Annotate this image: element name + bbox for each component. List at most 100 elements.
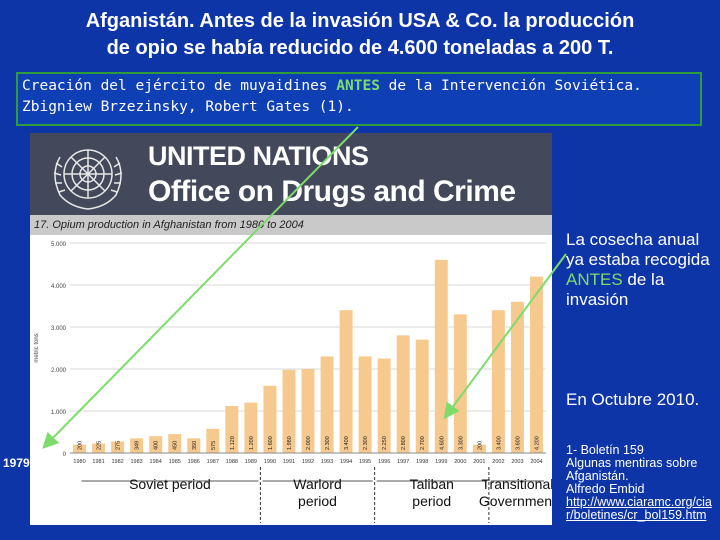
bar-value-label: 2.700 xyxy=(420,436,426,450)
bar xyxy=(282,369,296,453)
x-tick-label: 1998 xyxy=(416,459,428,465)
bar-value-label: 4.600 xyxy=(439,436,445,450)
note-accent: ANTES xyxy=(336,78,380,94)
x-tick-label: 2003 xyxy=(511,459,523,465)
bar xyxy=(396,335,410,453)
x-tick-label: 1989 xyxy=(245,459,257,465)
period-label-line1: Transitional xyxy=(482,476,552,492)
bar-value-label: 200 xyxy=(78,441,84,450)
note-line1-a: Creación del ejército de muyaidines xyxy=(22,78,337,94)
bar xyxy=(73,444,86,453)
bar-value-label: 2.300 xyxy=(325,436,331,450)
period-label-line2: Government xyxy=(479,493,552,509)
y-tick-label: 4.000 xyxy=(51,284,67,290)
y-tick-label: 3.000 xyxy=(51,326,67,332)
bar-value-label: 3.300 xyxy=(458,436,464,450)
bar xyxy=(530,276,543,453)
bar-value-label: 275 xyxy=(116,441,122,450)
right-annotation-part2: de la invasión xyxy=(566,270,665,309)
x-tick-label: 1980 xyxy=(73,459,85,465)
bar-value-label: 2.250 xyxy=(382,436,388,450)
x-tick-label: 1993 xyxy=(321,459,333,465)
arrow-to-2001 xyxy=(443,253,567,420)
reference-line1: 1- Boletín 159 xyxy=(566,443,644,457)
reference-link[interactable]: http://www.ciaramc.org/ciar/boletines/cr… xyxy=(566,495,712,522)
bar xyxy=(149,436,163,453)
bar xyxy=(339,310,353,453)
bar xyxy=(263,385,277,453)
right-annotation-accent: ANTES xyxy=(566,270,623,289)
bar-value-label: 450 xyxy=(173,441,179,450)
x-tick-label: 2002 xyxy=(492,459,504,465)
x-tick-label: 1995 xyxy=(359,459,371,465)
un-emblem-icon xyxy=(53,149,123,210)
bar xyxy=(491,310,505,453)
year-1979-label: 1979 xyxy=(3,456,30,470)
period-label: Soviet period xyxy=(129,476,211,492)
bar xyxy=(301,369,315,453)
bar-value-label: 350 xyxy=(192,441,198,450)
x-tick-label: 2001 xyxy=(473,459,485,465)
bar-value-label: 1.600 xyxy=(268,436,274,450)
x-tick-label: 1983 xyxy=(131,459,143,465)
un-name: UNITED NATIONS xyxy=(148,141,369,171)
y-axis-label: metric tons xyxy=(34,333,40,362)
bar-value-label: 3.600 xyxy=(515,436,521,450)
bar xyxy=(358,356,372,453)
bar-value-label: 225 xyxy=(97,441,103,450)
reference-line3: Alfredo Embid xyxy=(566,482,645,496)
bar xyxy=(510,301,524,453)
bar xyxy=(92,443,106,453)
note-line2: Zbigniew Brzezinsky, Robert Gates (1). xyxy=(22,99,354,115)
y-tick-label: 1.000 xyxy=(51,410,67,416)
bar xyxy=(415,339,429,453)
x-tick-label: 1985 xyxy=(169,459,181,465)
slide-title: Afganistán. Antes de la invasión USA & C… xyxy=(0,8,720,62)
x-tick-label: 1997 xyxy=(397,459,409,465)
bar xyxy=(244,402,258,453)
bar-value-label: 2.000 xyxy=(306,436,312,450)
y-tick-label: 2.000 xyxy=(51,368,67,374)
x-tick-label: 2004 xyxy=(530,459,542,465)
bar-value-label: 575 xyxy=(211,441,217,450)
bar-value-label: 349 xyxy=(135,441,141,450)
bar-value-label: 3.400 xyxy=(344,436,350,450)
bar xyxy=(130,438,144,453)
x-tick-label: 1991 xyxy=(283,459,295,465)
slide-title-line2: de opio se había reducido de 4.600 tonel… xyxy=(106,37,614,59)
period-label-line1: Taliban xyxy=(410,476,454,492)
un-office: Office on Drugs and Crime xyxy=(148,175,516,208)
period-label-line2: period xyxy=(412,493,451,509)
x-tick-label: 1986 xyxy=(188,459,200,465)
right-annotation-part1: La cosecha anual ya estaba recogida xyxy=(566,230,710,269)
date-annotation: En Octubre 2010. xyxy=(566,390,700,409)
bar xyxy=(187,438,201,453)
x-tick-label: 1981 xyxy=(92,459,104,465)
x-tick-label: 1984 xyxy=(150,459,162,465)
bar-value-label: 2.800 xyxy=(401,436,407,450)
opium-bar-chart: 0 1.000 2.000 3.000 4.000 5.000 metric tons 200… xyxy=(34,242,552,523)
bar-value-label: 1.200 xyxy=(249,436,255,450)
bar xyxy=(206,428,220,453)
un-header: UNITED NATIONS Office on Drugs and Crime xyxy=(30,133,552,215)
y-tick-label: 0 xyxy=(63,452,67,458)
x-tick-label: 1992 xyxy=(302,459,314,465)
bar-value-label: 2.300 xyxy=(363,436,369,450)
reference-line2: Algunas mentiras sobre Afganistán. xyxy=(566,456,698,483)
x-tick-label: 2000 xyxy=(454,459,466,465)
bar xyxy=(111,441,125,453)
x-tick-label: 1987 xyxy=(207,459,219,465)
y-tick-label: 5.000 xyxy=(51,242,67,248)
bar-value-label: 400 xyxy=(154,441,160,450)
period-label-line1: Warlord xyxy=(293,476,342,492)
x-tick-label: 1988 xyxy=(226,459,238,465)
note-box: Creación del ejército de muyaidines ANTE… xyxy=(16,72,702,126)
figure-title: 17. Opium production in Afghanistan from… xyxy=(30,215,552,235)
x-tick-label: 1999 xyxy=(435,459,447,465)
x-tick-label: 1996 xyxy=(378,459,390,465)
bar-value-label: 1.980 xyxy=(287,436,293,450)
arrow-to-1979 xyxy=(42,126,359,449)
bar xyxy=(320,356,334,453)
slide-title-line1: Afganistán. Antes de la invasión USA & C… xyxy=(85,10,635,32)
bar-value-label: 1.120 xyxy=(230,436,236,450)
